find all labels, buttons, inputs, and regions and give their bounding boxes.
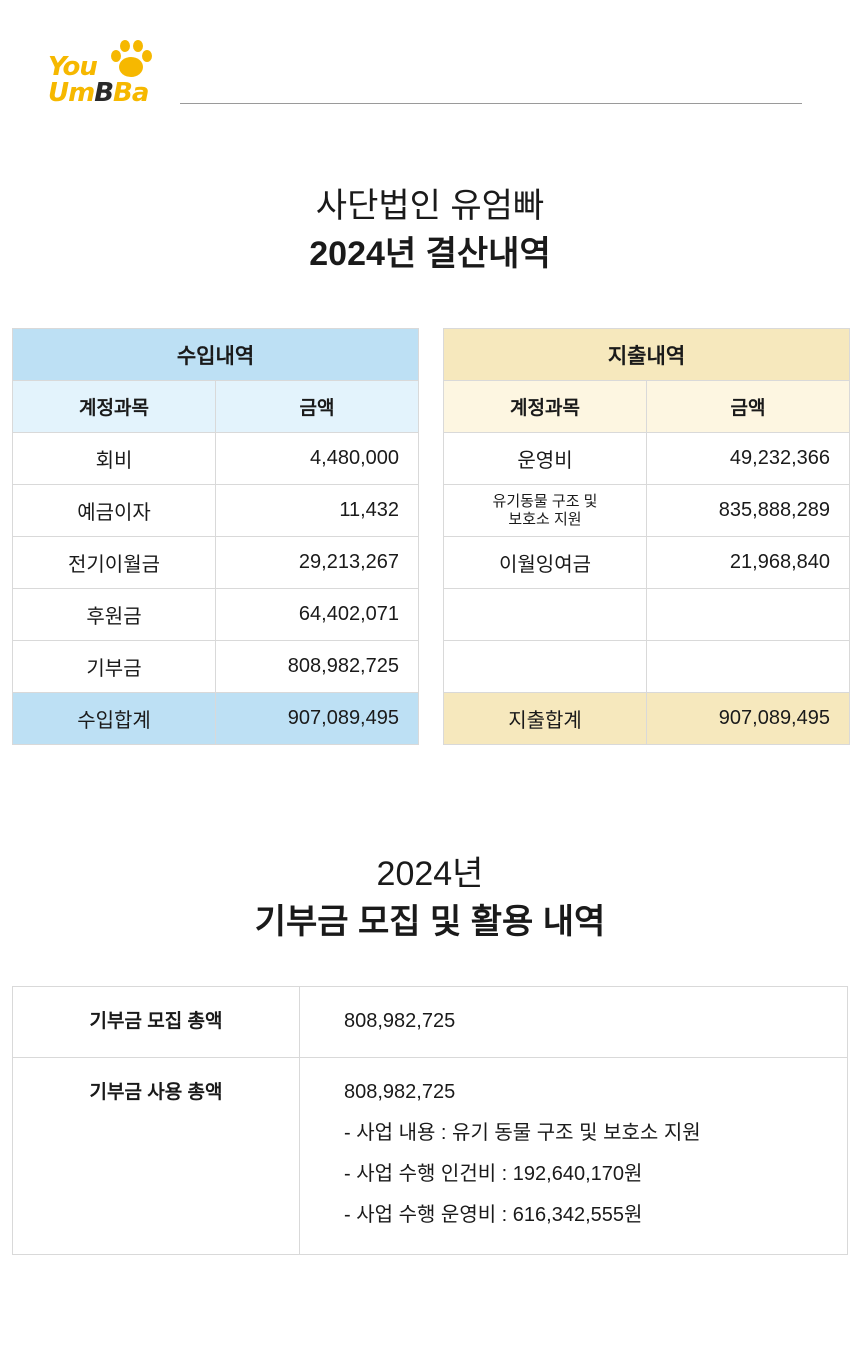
table-row: 후원금 64,402,071 (12, 588, 419, 641)
income-total-label: 수입합계 (12, 692, 216, 745)
paw-icon (111, 40, 152, 77)
logo-text-you: You (48, 52, 98, 82)
table-row: 전기이월금 29,213,267 (12, 536, 419, 589)
page-title: 2024년 결산내역 (309, 235, 551, 273)
income-amount: 11,432 (215, 484, 419, 537)
expense-account (443, 588, 647, 641)
income-account: 전기이월금 (12, 536, 216, 589)
detail-line: - 사업 수행 인건비 : 192,640,170원 (344, 1163, 643, 1185)
table-row: 회비 4,480,000 (12, 432, 419, 485)
used-label: 기부금 사용 총액 (12, 1057, 300, 1255)
expense-account (443, 640, 647, 693)
expense-account: 이월잉여금 (443, 536, 647, 589)
income-total-amount: 907,089,495 (215, 692, 419, 745)
expense-amount (646, 588, 850, 641)
income-amount: 29,213,267 (215, 536, 419, 589)
table-row: 운영비 49,232,366 (443, 432, 850, 485)
raised-amount: 808,982,725 (299, 986, 848, 1058)
income-col-account: 계정과목 (12, 380, 216, 433)
table-row (443, 588, 850, 641)
detail-line: - 사업 수행 운영비 : 616,342,555원 (344, 1204, 643, 1226)
expense-col-account: 계정과목 (443, 380, 647, 433)
income-title: 수입내역 (12, 328, 419, 381)
income-account: 후원금 (12, 588, 216, 641)
expense-col-amount: 금액 (646, 380, 850, 433)
income-amount: 64,402,071 (215, 588, 419, 641)
table-row: 이월잉여금 21,968,840 (443, 536, 850, 589)
table-row: 예금이자 11,432 (12, 484, 419, 537)
expense-account: 운영비 (443, 432, 647, 485)
expense-amount: 49,232,366 (646, 432, 850, 485)
income-col-amount: 금액 (215, 380, 419, 433)
expense-total-amount: 907,089,495 (646, 692, 850, 745)
header-divider (180, 103, 802, 104)
table-row: 유기동물 구조 및 보호소 지원 835,888,289 (443, 484, 850, 537)
used-details: 808,982,725 - 사업 내용 : 유기 동물 구조 및 보호소 지원 … (299, 1057, 848, 1255)
raised-label: 기부금 모집 총액 (12, 986, 300, 1058)
income-account: 회비 (12, 432, 216, 485)
table-row: 기부금 사용 총액 808,982,725 - 사업 내용 : 유기 동물 구조… (12, 1057, 848, 1255)
detail-line: - 사업 내용 : 유기 동물 구조 및 보호소 지원 (344, 1122, 701, 1144)
table-row (443, 640, 850, 693)
income-account: 기부금 (12, 640, 216, 693)
table-row: 기부금 808,982,725 (12, 640, 419, 693)
expense-table: 지출내역 계정과목 금액 운영비 49,232,366 유기동물 구조 및 보호소 … (443, 328, 850, 745)
donation-title: 기부금 모집 및 활용 내역 (254, 903, 606, 941)
expense-amount (646, 640, 850, 693)
donation-table: 기부금 모집 총액 808,982,725 기부금 사용 총액 808,982,… (12, 986, 848, 1255)
expense-amount: 835,888,289 (646, 484, 850, 537)
expense-amount: 21,968,840 (646, 536, 850, 589)
org-name: 사단법인 유엄빠 (315, 187, 545, 225)
income-amount: 4,480,000 (215, 432, 419, 485)
table-row: 기부금 모집 총액 808,982,725 (12, 986, 848, 1058)
logo: You UmBBa (46, 38, 158, 110)
donation-year: 2024년 (376, 855, 484, 893)
income-table: 수입내역 계정과목 금액 회비 4,480,000 예금이자 11,432 전기이월… (12, 328, 419, 745)
used-amount: 808,982,725 (344, 1081, 456, 1103)
income-amount: 808,982,725 (215, 640, 419, 693)
expense-total-label: 지출합계 (443, 692, 647, 745)
logo-text-umbba: UmBBa (48, 78, 149, 108)
expense-account: 유기동물 구조 및 보호소 지원 (443, 484, 647, 537)
income-account: 예금이자 (12, 484, 216, 537)
expense-title: 지출내역 (443, 328, 850, 381)
